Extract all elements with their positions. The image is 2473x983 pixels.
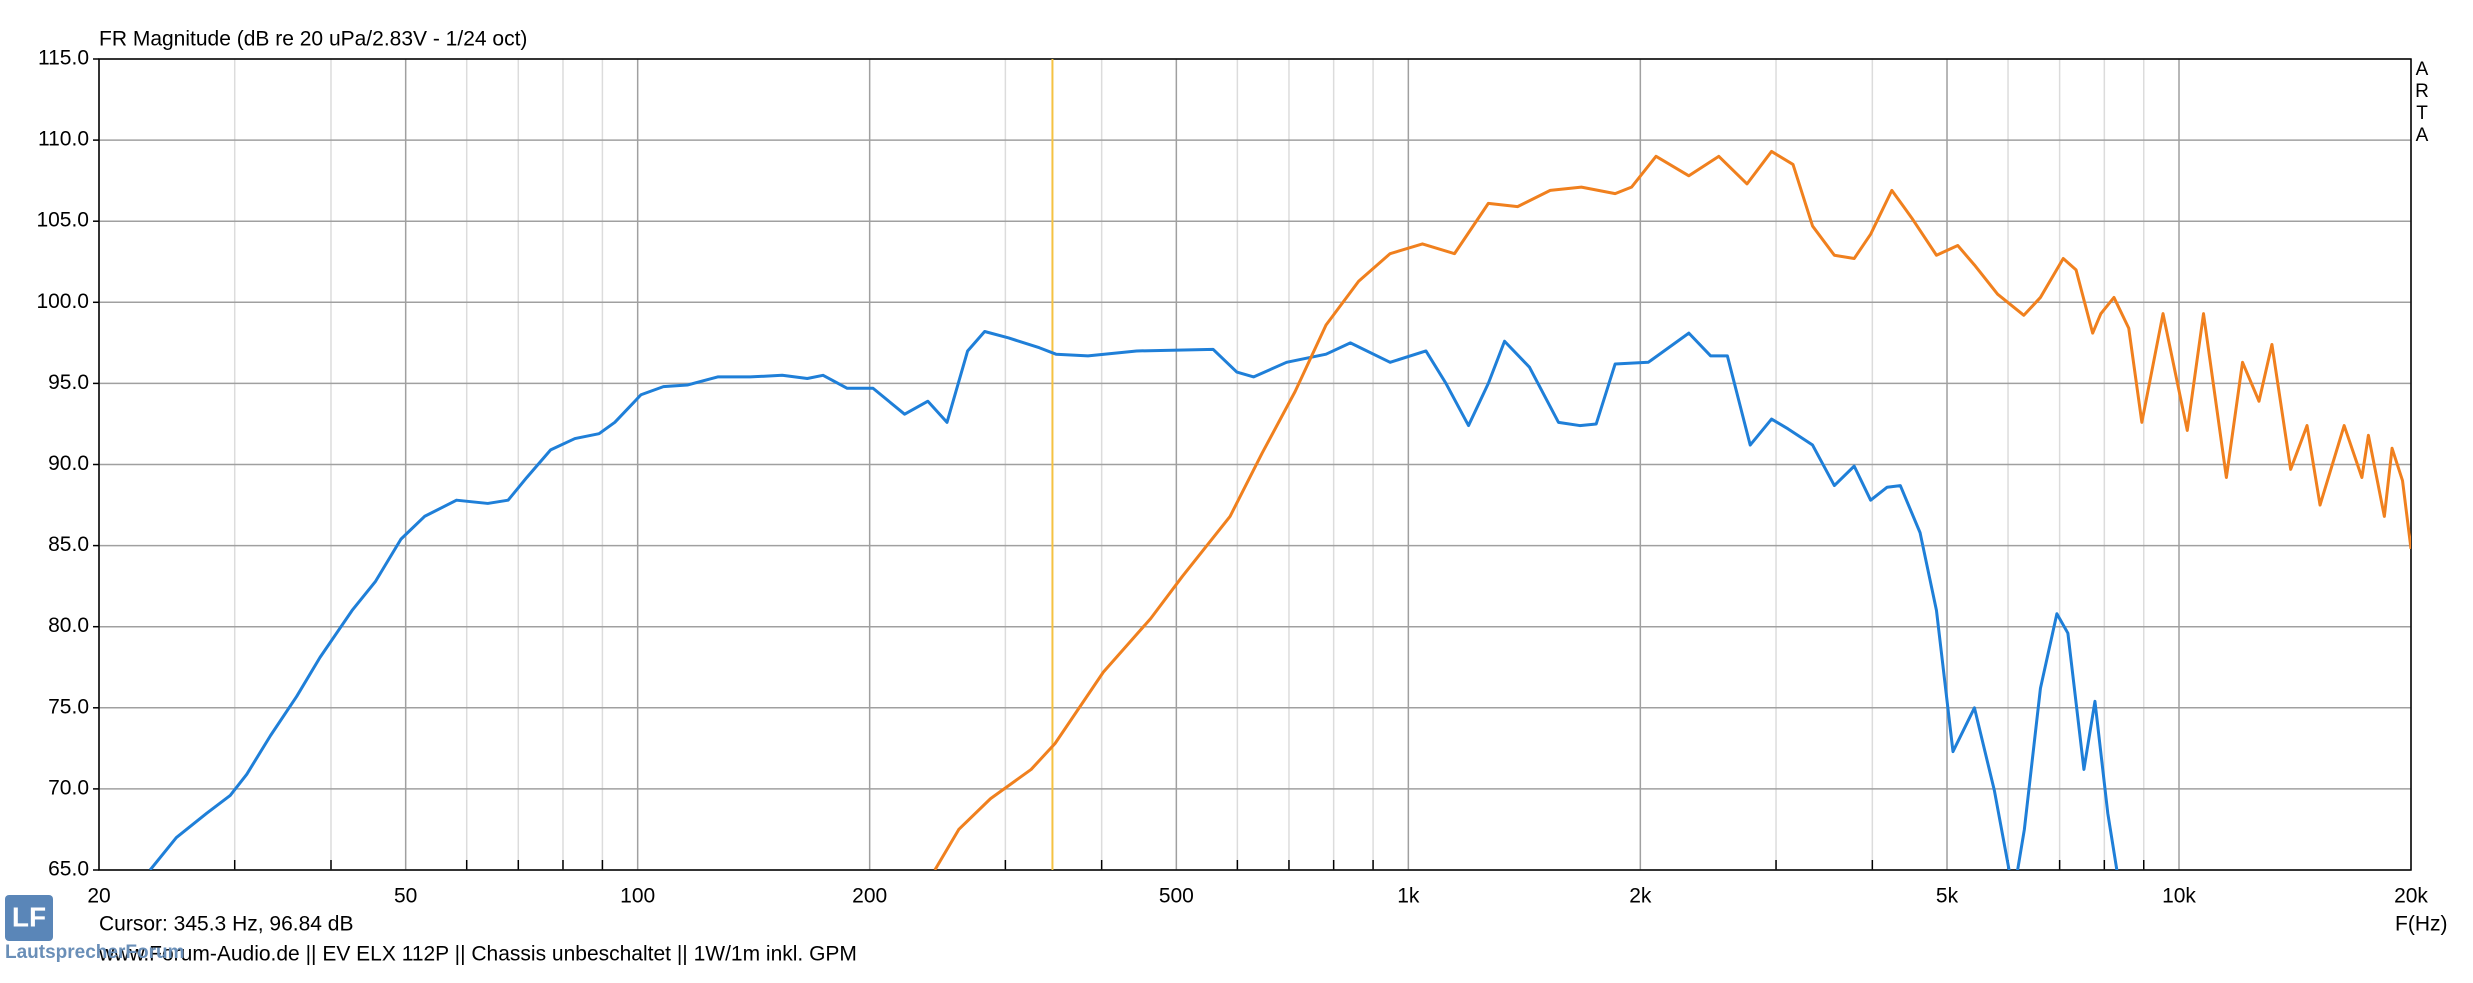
side-label-letter: R — [2415, 81, 2429, 102]
x-tick-label: 20k — [2394, 885, 2428, 908]
logo-box — [5, 895, 53, 941]
x-tick-label: 2k — [1629, 885, 1652, 908]
series-line — [148, 330, 2119, 870]
y-tick-label: 65.0 — [48, 858, 89, 881]
x-tick-label: 50 — [394, 885, 417, 908]
logo-mark: LF — [12, 901, 46, 932]
plot-frame — [98, 58, 2412, 871]
x-tick-label: 1k — [1397, 885, 1420, 908]
x-tick-label: 500 — [1159, 885, 1194, 908]
side-label-letter: T — [2416, 103, 2428, 124]
x-axis-label: F(Hz) — [2395, 913, 2447, 936]
side-label-letter: A — [2416, 125, 2429, 146]
x-tick-label: 200 — [852, 885, 887, 908]
logo-text: LautsprecherForum — [5, 942, 184, 963]
y-tick-label: 95.0 — [48, 371, 89, 394]
footer: www.Forum-Audio.de || EV ELX 112P || Cha… — [98, 943, 857, 966]
x-tick-label: 5k — [1936, 885, 1959, 908]
x-tick-label: 10k — [2162, 885, 2196, 908]
series-line — [933, 149, 2411, 870]
y-tick-label: 110.0 — [38, 128, 89, 151]
y-tick-label: 100.0 — [36, 290, 89, 313]
x-tick-label: 100 — [620, 885, 655, 908]
y-tick-label: 115.0 — [38, 47, 89, 70]
side-label-letter: A — [2416, 59, 2429, 80]
plot-clip — [148, 149, 2411, 870]
y-tick-label: 70.0 — [48, 776, 89, 799]
y-tick-label: 75.0 — [48, 695, 89, 718]
chart-title: FR Magnitude (dB re 20 uPa/2.83V - 1/24 … — [99, 28, 527, 51]
y-tick-label: 90.0 — [48, 452, 89, 475]
x-tick-label: 20 — [87, 885, 110, 908]
cursor-readout: Cursor: 345.3 Hz, 96.84 dB — [99, 913, 353, 936]
y-tick-label: 105.0 — [36, 209, 89, 232]
y-tick-label: 85.0 — [48, 533, 89, 556]
y-tick-label: 80.0 — [48, 614, 89, 637]
